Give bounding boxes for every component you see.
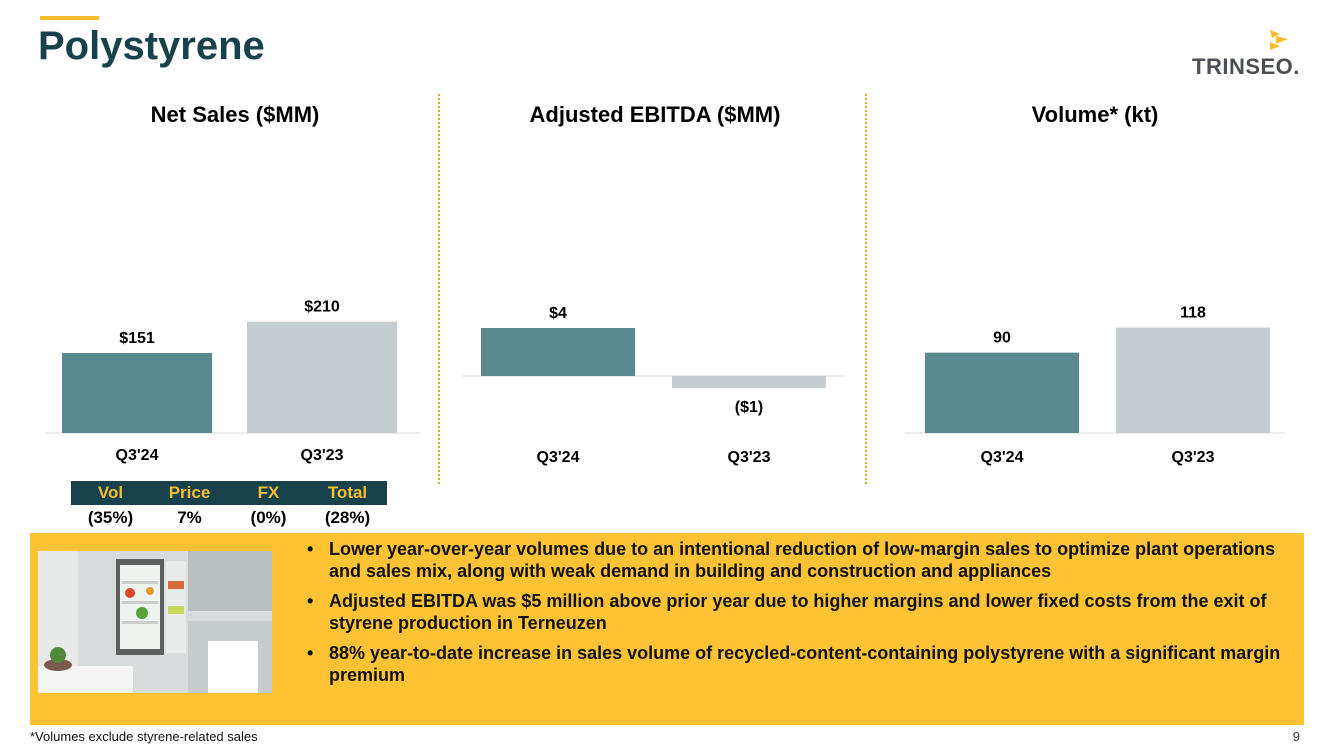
bridge-header-row: Vol Price FX Total bbox=[71, 481, 387, 505]
volume-panel: Volume* (kt) 90 Q3'24 118 Q3'23 bbox=[890, 96, 1300, 476]
bar-Q3'23 bbox=[247, 321, 397, 433]
chart-title: Net Sales ($MM) bbox=[150, 102, 320, 127]
data-label: $151 bbox=[119, 330, 155, 347]
commentary-bullets: Lower year-over-year volumes due to an i… bbox=[305, 539, 1295, 695]
data-label: 118 bbox=[1180, 305, 1206, 322]
category-label: Q3'24 bbox=[981, 449, 1024, 466]
data-label: $210 bbox=[304, 299, 340, 316]
bridge-value-row: (35%) 7% (0%) (28%) bbox=[71, 505, 387, 531]
chart-title: Adjusted EBITDA ($MM) bbox=[529, 102, 781, 127]
bridge-value-fx: (0%) bbox=[250, 508, 287, 527]
bar-Q3'24 bbox=[62, 352, 212, 433]
commentary-callout: Lower year-over-year volumes due to an i… bbox=[30, 533, 1304, 725]
net-sales-chart: $151 Q3'24 $210 Q3'23 bbox=[45, 299, 420, 464]
category-label: Q3'23 bbox=[301, 447, 344, 464]
bridge-header-total: Total bbox=[327, 483, 368, 502]
bridge-header-price: Price bbox=[168, 483, 211, 502]
bullet-item: Lower year-over-year volumes due to an i… bbox=[305, 539, 1295, 582]
net-sales-panel: Net Sales ($MM) $151 Q3'24 $210 Q3'23 bbox=[40, 96, 430, 476]
data-label: ($1) bbox=[735, 399, 763, 416]
adjusted-ebitda-panel: Adjusted EBITDA ($MM) $4 Q3'24 ($1) Q3'23 bbox=[450, 96, 860, 476]
bridge-header-vol: Vol bbox=[97, 483, 124, 502]
logo-wordmark: TRINSEO. bbox=[1192, 54, 1300, 79]
bar-Q3'24 bbox=[481, 328, 635, 376]
adjusted-ebitda-chart: $4 Q3'24 ($1) Q3'23 bbox=[462, 305, 845, 466]
bar-Q3'24 bbox=[925, 352, 1079, 433]
page-title: Polystyrene bbox=[38, 24, 265, 68]
refrigerator-photo bbox=[38, 551, 272, 693]
logo-chevron-icon bbox=[1270, 30, 1288, 50]
sales-bridge-table: Vol Price FX Total (35%) 7% (0%) (28%) bbox=[71, 481, 387, 531]
trinseo-logo: TRINSEO. bbox=[1192, 26, 1302, 82]
data-label: 90 bbox=[993, 330, 1011, 347]
bullet-item: Adjusted EBITDA was $5 million above pri… bbox=[305, 591, 1295, 634]
category-label: Q3'23 bbox=[728, 449, 771, 466]
category-label: Q3'24 bbox=[537, 449, 580, 466]
category-label: Q3'24 bbox=[116, 447, 159, 464]
bridge-header-fx: FX bbox=[257, 483, 280, 502]
panel-divider bbox=[438, 94, 440, 484]
bridge-value-vol: (35%) bbox=[87, 508, 134, 527]
title-accent-bar bbox=[40, 16, 99, 20]
data-label: $4 bbox=[549, 305, 567, 322]
bar-Q3'23 bbox=[1116, 327, 1270, 433]
volume-chart: 90 Q3'24 118 Q3'23 bbox=[905, 305, 1285, 466]
footnote: *Volumes exclude styrene-related sales bbox=[30, 729, 258, 744]
bullet-item: 88% year-to-date increase in sales volum… bbox=[305, 643, 1295, 686]
page-number: 9 bbox=[1292, 729, 1300, 744]
panel-divider bbox=[865, 94, 867, 484]
bridge-value-price: 7% bbox=[177, 508, 202, 527]
bridge-value-total: (28%) bbox=[324, 508, 371, 527]
bar-Q3'23 bbox=[672, 376, 826, 388]
chart-title: Volume* (kt) bbox=[1031, 102, 1159, 127]
category-label: Q3'23 bbox=[1172, 449, 1215, 466]
